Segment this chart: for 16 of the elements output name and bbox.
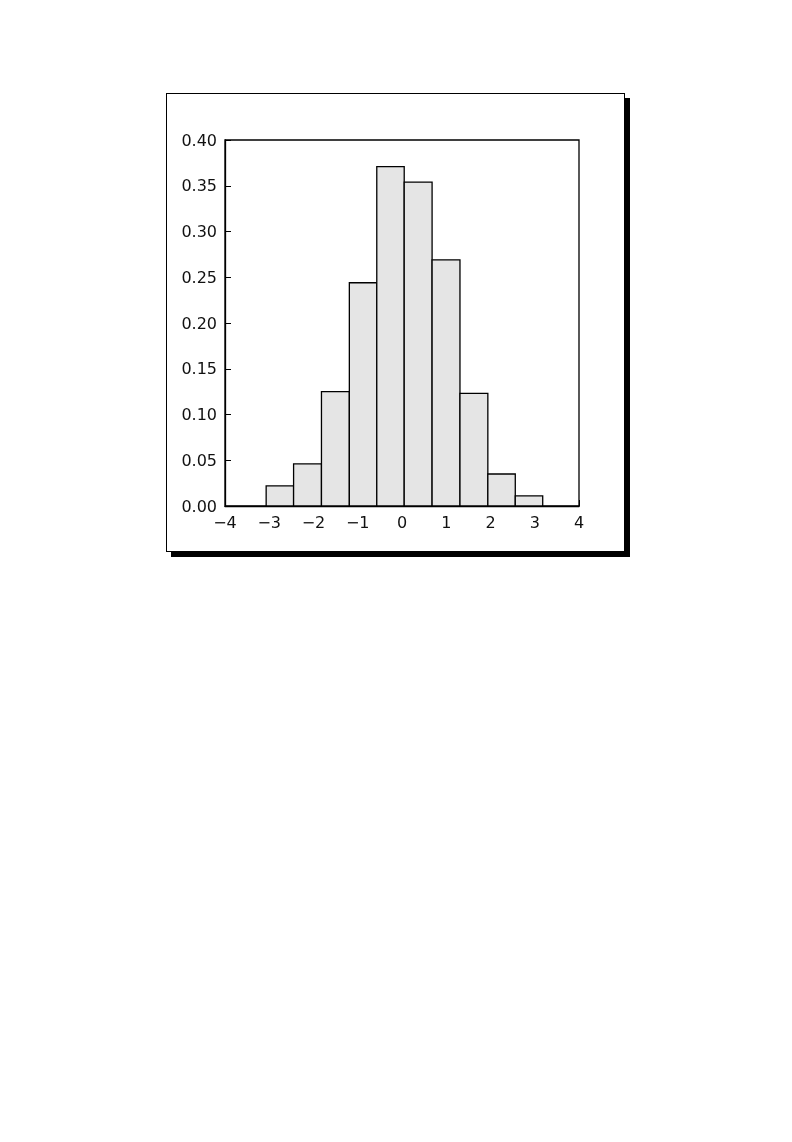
y-tick-label: 0.20 (181, 313, 217, 333)
y-tick-label: 0.35 (181, 176, 217, 196)
x-tick-label: −2 (301, 512, 326, 532)
y-tick-label: 0.15 (181, 359, 217, 379)
x-tick-label: 2 (485, 512, 496, 532)
x-tick-label: −1 (345, 512, 370, 532)
y-tick-label: 0.25 (181, 267, 217, 287)
x-tick-label: 0 (396, 512, 408, 532)
x-tick-label: 3 (529, 512, 540, 532)
x-tick-label: −3 (257, 512, 282, 532)
y-tick-label: 0.05 (181, 450, 217, 470)
x-tick-label: 4 (573, 512, 585, 532)
y-tick-label: 0.10 (181, 405, 217, 424)
x-tick-label: 1 (441, 512, 452, 532)
y-tick-label: 0.40 (181, 130, 217, 150)
y-tick-label: 0.30 (181, 222, 217, 241)
